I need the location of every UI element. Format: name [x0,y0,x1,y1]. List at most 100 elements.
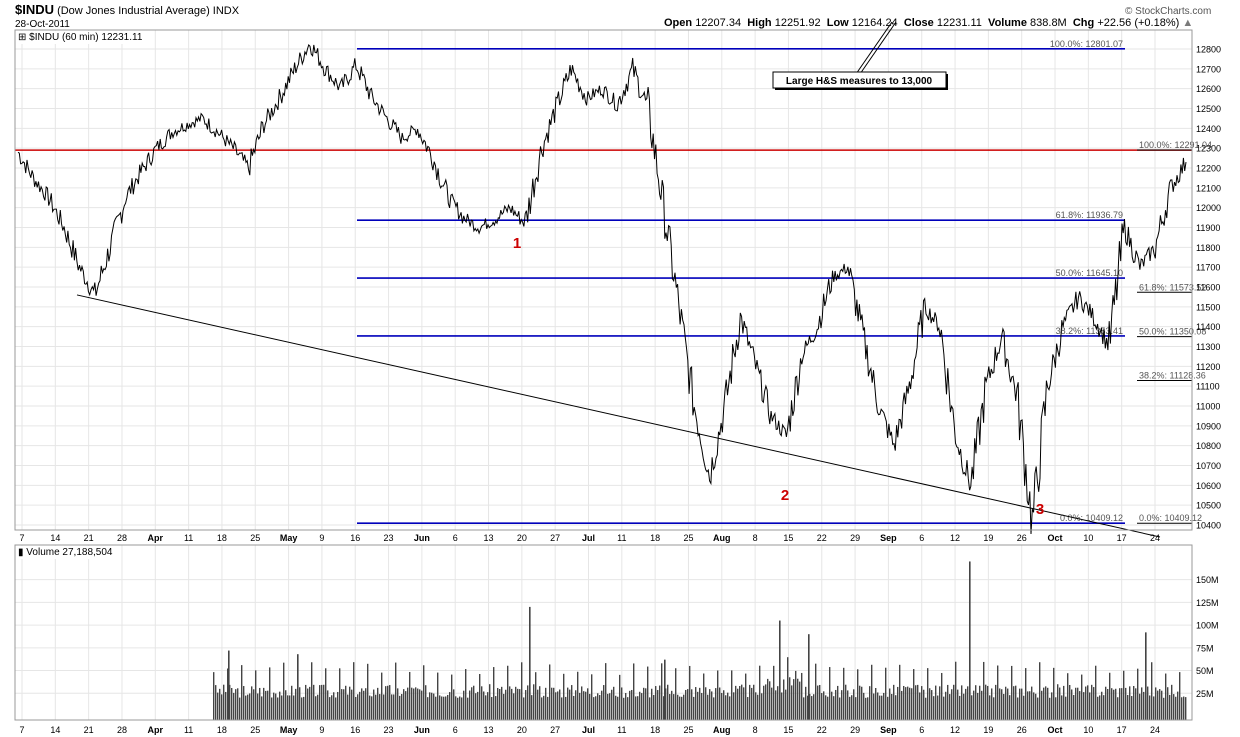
volume-bar [465,669,467,720]
volume-bar [409,671,411,720]
volume-bar [705,687,707,720]
volume-bar [329,697,331,720]
x-tick-label: 10 [1083,533,1093,543]
volume-bar [883,692,885,720]
grid [15,30,1192,720]
x-tick-label-volume: 17 [1117,725,1127,735]
volume-bar [853,689,855,720]
volume-bar [1015,685,1017,720]
volume-bar [503,693,505,720]
volume-bar [1077,687,1079,720]
volume-bar [477,691,479,720]
volume-bar [439,695,441,720]
volume-bar [1149,695,1151,720]
volume-bar [1071,689,1073,720]
x-tick-label: 13 [484,533,494,543]
volume-bar [279,691,281,720]
volume-tick-label: 125M [1196,598,1219,608]
x-tick-label-volume: 19 [983,725,993,735]
volume-bar [453,689,455,720]
volume-bar [375,694,377,720]
volume-bar [251,686,253,720]
y-tick-label: 11900 [1196,223,1220,233]
volume-bar [583,691,585,720]
volume-bar [351,689,353,720]
volume-bar [1031,686,1033,720]
volume-bar [801,672,803,720]
y-tick-label: 10900 [1196,421,1221,431]
volume-bar [1075,687,1077,720]
volume-bar [975,685,977,720]
volume-bar [659,685,661,720]
x-tick-label: 12 [950,533,960,543]
volume-bar [935,685,937,720]
x-tick-label-volume: 18 [650,725,660,735]
volume-bar [911,688,913,720]
volume-bar [569,689,571,720]
volume-bar [647,666,649,720]
volume-tick-label: 100M [1196,621,1219,631]
volume-bar [701,693,703,720]
volume-bar [1035,693,1037,720]
volume-bar [929,688,931,720]
volume-bar [467,697,469,720]
volume-bar [603,685,605,720]
volume-bar [349,686,351,720]
volume-bar [737,688,739,720]
y-tick-label: 12800 [1196,45,1221,55]
volume-bar [365,688,367,720]
volume-bar [657,690,659,720]
volume-bar [727,692,729,720]
volume-bar [977,692,979,720]
volume-bar [531,695,533,720]
volume-bar [751,687,753,720]
x-tick-label: 11 [184,533,193,543]
volume-bar [411,687,413,720]
y-tick-label: 11600 [1196,283,1220,293]
fib2-level-label: 50.0%: 11350.08 [1139,327,1206,337]
x-tick-label: 9 [319,533,324,543]
volume-bar [1089,692,1091,720]
volume-bar [507,665,509,720]
volume-bar [567,687,569,720]
callout-leader [855,21,893,75]
x-tick-label: 17 [1117,533,1127,543]
volume-spike [297,654,299,720]
volume-bar [1121,688,1123,720]
volume-bar [295,688,297,720]
volume-bar [755,692,757,720]
x-tick-label: 15 [783,533,793,543]
x-tick-label: 22 [817,533,827,543]
volume-bar [261,696,263,720]
volume-bar [995,684,997,720]
volume-bar [493,667,495,720]
volume-bar [693,696,695,720]
volume-bar [827,696,829,720]
volume-bar [795,670,797,720]
volume-bar [907,686,909,720]
x-tick-label-volume: Jul [582,725,595,735]
price-series [17,44,1187,535]
volume-bar [317,694,319,720]
volume-bar [653,694,655,720]
volume-bar [289,695,291,720]
volume-bar [509,686,511,720]
volume-bar [425,685,427,720]
volume-bar [267,690,269,720]
volume-bar [379,694,381,720]
volume-bar [581,686,583,720]
volume-bar [613,686,615,720]
volume-bar [381,672,383,720]
volume-bar [511,688,513,720]
volume-bar [1095,665,1097,720]
volume-bar [481,686,483,720]
volume-bar [363,690,365,720]
volume-bar [1097,696,1099,720]
volume-bar [1083,692,1085,720]
volume-bar [221,694,223,720]
close-label: Close [903,17,934,29]
volume-bar [1051,692,1053,720]
volume-bar [369,695,371,720]
volume-bar [449,692,451,720]
